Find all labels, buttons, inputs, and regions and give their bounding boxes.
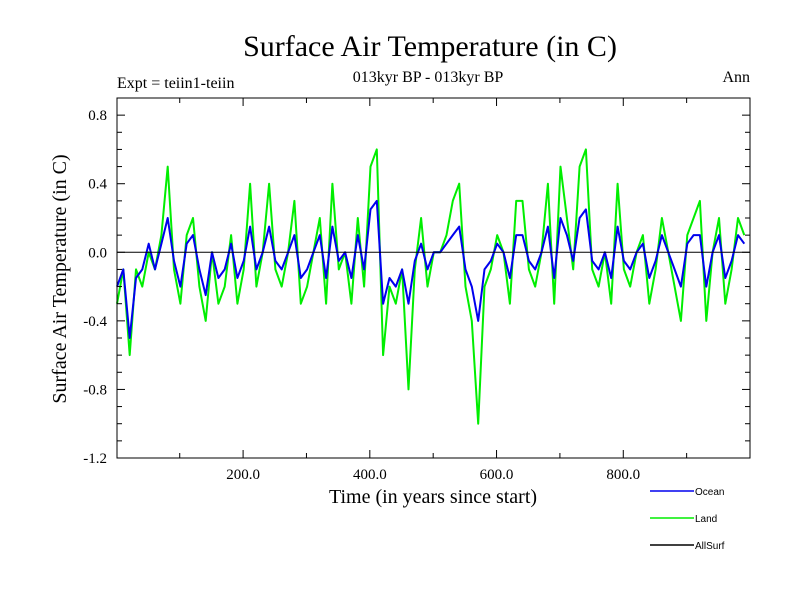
- series-line-ocean: [116, 199, 746, 339]
- y-tick-label: 0.4: [88, 177, 107, 193]
- plot-frame: [116, 97, 751, 459]
- x-axis-label: Time (in years since start): [329, 486, 537, 508]
- y-tick-label: -1.2: [83, 451, 107, 467]
- x-tick-label: 200.0: [226, 467, 260, 483]
- plot-data: [116, 148, 746, 425]
- series-line-land: [116, 148, 746, 425]
- y-tick-label: -0.4: [83, 314, 107, 330]
- legend-label-land: Land: [695, 514, 717, 525]
- chart-title: Surface Air Temperature (in C): [243, 30, 617, 63]
- legend: Ocean Land AllSurf: [650, 487, 725, 552]
- y-tick-label: 0.8: [88, 108, 107, 124]
- legend-label-allsurf: AllSurf: [695, 541, 725, 552]
- x-tick-label: 400.0: [353, 467, 387, 483]
- season-label: Ann: [722, 69, 750, 86]
- chart-subtitle: 013kyr BP - 013kyr BP: [353, 69, 504, 86]
- y-axis-label: Surface Air Temperature (in C): [49, 154, 71, 403]
- x-tick-label: 800.0: [606, 467, 640, 483]
- y-tick-label: -0.8: [83, 382, 107, 398]
- y-tick-label: 0.0: [88, 245, 107, 261]
- axis-ticks: 200.0 400.0 600.0 800.0 -1.2 -0.8 -0.4 0.0 0.4 0.…: [83, 97, 750, 483]
- x-tick-label: 600.0: [480, 467, 514, 483]
- legend-label-ocean: Ocean: [695, 487, 724, 498]
- experiment-label: Expt = teiin1-teiin: [117, 75, 234, 92]
